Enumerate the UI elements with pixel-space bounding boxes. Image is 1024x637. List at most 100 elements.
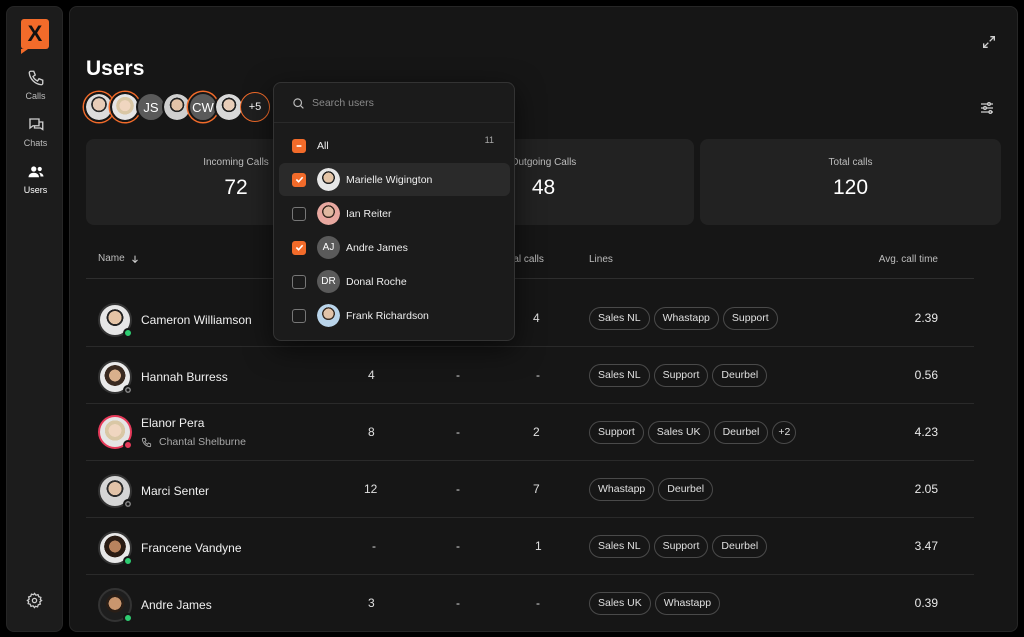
app-logo[interactable]: X (21, 19, 49, 54)
checkbox-indeterminate[interactable] (292, 138, 306, 153)
sort-arrow-down-icon (131, 255, 138, 263)
chat-icon (28, 118, 43, 131)
user-name: Andre James (141, 598, 212, 612)
status-busy-dot (123, 440, 133, 450)
dropdown-item-user[interactable]: AJ Andre James (279, 231, 510, 264)
nav-item-chats[interactable]: Chats (7, 116, 64, 148)
total-calls: 1 (535, 539, 542, 553)
checkbox-checked[interactable] (292, 172, 306, 187)
avatar[interactable] (214, 92, 244, 122)
checkbox-unchecked[interactable] (292, 274, 306, 289)
user-name: Elanor Pera (141, 416, 205, 430)
column-header-total[interactable]: Total calls (500, 254, 544, 265)
table-row[interactable]: Cameron Williamson 4 Sales NL Whastapp S… (86, 290, 974, 347)
line-chip[interactable]: Sales NL (589, 535, 650, 558)
more-users-badge[interactable]: +5 (240, 92, 270, 122)
column-header-avg[interactable]: Avg. call time (878, 254, 938, 265)
search-icon (293, 98, 304, 109)
lines-list: Whastapp Deurbel (589, 478, 714, 501)
user-cell: Cameron Williamson (98, 303, 252, 338)
line-chip[interactable]: Sales UK (647, 421, 710, 444)
stat-label: Incoming Calls (203, 157, 269, 168)
line-chip[interactable]: Deurbel (713, 421, 769, 444)
line-chip[interactable]: Support (653, 535, 709, 558)
avg-call-time: 2.05 (914, 482, 938, 496)
dropdown-item-all[interactable]: All (279, 129, 510, 162)
avatar (98, 360, 133, 395)
status-offline-dot (123, 385, 133, 395)
lines-list: Sales NL Whastapp Support (589, 307, 778, 330)
line-chip[interactable]: Whastapp (653, 307, 719, 330)
table-row[interactable]: Francene Vandyne - - 1 Sales NL Support … (86, 518, 974, 575)
lines-list: Sales NL Support Deurbel (589, 364, 768, 387)
dropdown-item-user[interactable]: DR Donal Roche (279, 265, 510, 298)
line-chip[interactable]: Sales NL (589, 307, 650, 330)
search-users-input[interactable] (312, 93, 502, 113)
dropdown-item-label: All (317, 139, 329, 152)
dropdown-item-label: Marielle Wigington (346, 173, 433, 186)
check-icon (295, 176, 303, 183)
total-calls: 4 (533, 311, 540, 325)
checkbox-checked[interactable] (292, 240, 306, 255)
checkbox-unchecked[interactable] (292, 308, 306, 323)
column-header-name[interactable]: Name (98, 253, 140, 264)
stat-label: Outgoing Calls (510, 157, 577, 168)
expand-button[interactable] (981, 34, 997, 55)
more-users-count: +5 (248, 101, 262, 113)
avg-call-time: 2.39 (914, 311, 938, 325)
column-header-lines[interactable]: Lines (589, 254, 613, 265)
table-row[interactable]: Andre James 3 - - Sales UK Whastapp 0.39 (86, 575, 974, 631)
dropdown-item-label: Donal Roche (346, 275, 407, 288)
incoming-calls: 12 (364, 482, 378, 496)
line-chip[interactable]: Sales NL (589, 364, 650, 387)
dropdown-item-user[interactable]: Ian Reiter (279, 197, 510, 230)
user-name: Marci Senter (141, 484, 210, 498)
line-chip[interactable]: Sales UK (589, 592, 651, 615)
line-chip[interactable]: Deurbel (658, 478, 714, 501)
filter-settings-button[interactable] (979, 100, 995, 121)
incoming-calls: 3 (368, 596, 375, 610)
nav-item-calls[interactable]: Calls (7, 69, 64, 101)
dropdown-search (274, 83, 514, 123)
dropdown-item-label: Frank Richardson (346, 309, 429, 322)
line-chip[interactable]: Support (653, 364, 709, 387)
table-row[interactable]: Elanor Pera Chantal Shelburne 8 - 2 Supp… (86, 404, 974, 461)
outgoing-calls: - (456, 539, 460, 553)
users-icon (28, 166, 43, 178)
table-row[interactable]: Marci Senter 12 - 7 Whastapp Deurbel 2.0… (86, 461, 974, 518)
lines-list: Sales NL Support Deurbel (589, 535, 768, 558)
selected-users-avatar-group[interactable]: JS CW +5 (84, 92, 270, 124)
line-chip[interactable]: Support (589, 421, 644, 444)
avg-call-time: 0.39 (914, 596, 938, 610)
avatar-initials[interactable]: CW (188, 92, 218, 122)
total-calls: - (536, 368, 540, 382)
table-row[interactable]: Hannah Burress 4 - - Sales NL Support De… (86, 347, 974, 404)
nav-item-users[interactable]: Users (7, 163, 64, 195)
lines-list: Support Sales UK Deurbel +2 (589, 421, 797, 444)
user-cell: Hannah Burress (98, 360, 228, 395)
active-call-info: Chantal Shelburne (141, 436, 246, 448)
checkbox-unchecked[interactable] (292, 206, 306, 221)
expand-icon (983, 36, 995, 48)
dropdown-item-user[interactable]: Frank Richardson (279, 299, 510, 332)
dropdown-item-user[interactable]: Marielle Wigington (279, 163, 510, 196)
status-online-dot (123, 556, 133, 566)
avg-call-time: 4.23 (914, 425, 938, 439)
line-chip[interactable]: Deurbel (712, 535, 768, 558)
user-cell: Francene Vandyne (98, 531, 242, 566)
avatar (317, 168, 340, 191)
dropdown-item-label: Ian Reiter (346, 207, 392, 220)
avatar[interactable] (110, 92, 140, 122)
line-chip[interactable]: Whastapp (654, 592, 721, 615)
column-header-name-label: Name (98, 253, 125, 264)
dropdown-item-label: Andre James (346, 241, 408, 254)
total-calls: 7 (533, 482, 540, 496)
line-chip[interactable]: Deurbel (712, 364, 768, 387)
avatar-initials[interactable]: JS (136, 92, 166, 122)
lines-list: Sales UK Whastapp (589, 592, 721, 615)
line-chip[interactable]: Whastapp (589, 478, 655, 501)
settings-button[interactable] (26, 592, 43, 614)
line-chip[interactable]: Support (722, 307, 778, 330)
avatar[interactable] (162, 92, 192, 122)
more-lines-chip[interactable]: +2 (772, 421, 797, 444)
